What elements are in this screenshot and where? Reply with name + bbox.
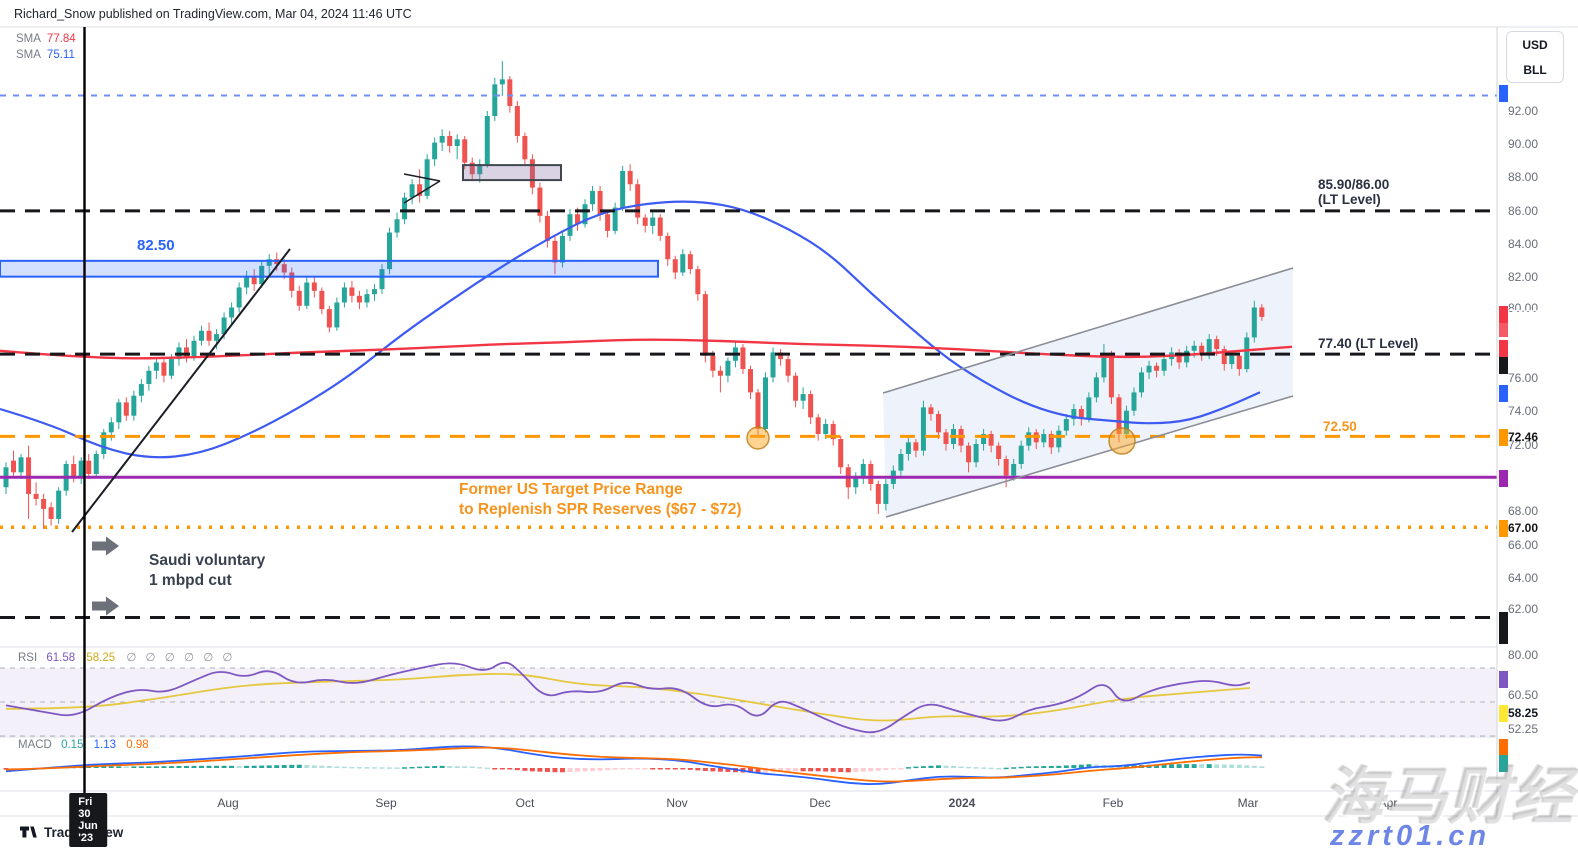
- price-axis-label: 74.00: [1508, 404, 1539, 418]
- price-axis-label: 86.00: [1508, 204, 1539, 218]
- annotation-saudi-line2: 1 mbpd cut: [149, 571, 232, 589]
- rsi-indicator-legend: RSI 61.58 58.25 ∅ ∅ ∅ ∅ ∅ ∅: [18, 650, 235, 664]
- time-axis-label-oct: Oct: [515, 796, 535, 810]
- annotation-lt-level-774: 77.40 (LT Level): [1318, 336, 1419, 351]
- price-axis-label: 66.00: [1508, 538, 1539, 552]
- annotation-lt-level-86-line2: (LT Level): [1318, 191, 1381, 207]
- axis-badge-value-77.84: 77.84: [1499, 339, 1538, 357]
- time-axis-label-aug: Aug: [217, 796, 239, 810]
- price-axis-label: 68.00: [1508, 504, 1539, 518]
- sma-slow-label: SMA: [16, 33, 41, 45]
- price-axis-label: 62.00: [1508, 602, 1539, 616]
- axis-badge-value-58.25: 58.25: [1499, 704, 1538, 722]
- axis-badge-value-72.46: 72.46: [1499, 428, 1538, 446]
- highlight-circle-1: [1108, 427, 1136, 455]
- annotation-spr-line1: Former US Target Price Range: [459, 481, 683, 498]
- axis-badge-value-61.58: 61.58: [1499, 611, 1538, 629]
- macd-hist-value: 0.15: [61, 739, 84, 751]
- time-axis-label-2024: 2024: [948, 796, 976, 810]
- channel-lower-line: [885, 395, 1294, 518]
- annotation-zone-8250: 82.50: [137, 237, 175, 254]
- time-axis-label-mar: Mar: [1237, 796, 1259, 810]
- macd-indicator-legend: MACD 0.15 1.13 0.98: [18, 739, 149, 751]
- price-axis-label: 88.00: [1508, 170, 1539, 184]
- unit-button[interactable]: BLL: [1523, 62, 1547, 77]
- axis-badge-value-67.00: 67.00: [1499, 519, 1538, 537]
- annotation-lt-level-86-line1: 85.90/86.00: [1318, 177, 1390, 192]
- price-axis-label: 76.00: [1508, 371, 1539, 385]
- ascending-channel-fill: [883, 268, 1293, 517]
- axis-value-52.25: 52.25: [1508, 722, 1539, 736]
- event-arrow-icon-1: [92, 596, 119, 616]
- sma-fast-label: SMA: [16, 49, 41, 61]
- annotation-lt-level-86: 85.90/86.00 (LT Level): [1318, 177, 1390, 207]
- annotation-level-7250: 72.50: [1323, 419, 1357, 434]
- axis-badge-value-92.93: 92.93: [1499, 84, 1538, 102]
- axis-badge-value-70.00: 70.00: [1499, 469, 1538, 487]
- price-axis-label: 84.00: [1508, 237, 1539, 251]
- price-axis-label: 80.00: [1508, 301, 1539, 315]
- time-axis-label-sep: Sep: [375, 796, 397, 810]
- zone-rect-0: [0, 259, 659, 278]
- axis-unit-toggle: USD BLL: [1506, 31, 1564, 83]
- axis-badge-value-0.98: 0.98: [1499, 738, 1531, 756]
- event-arrow-icon-0: [92, 536, 119, 556]
- zone-rect-1: [462, 164, 562, 182]
- axis-badge-value-0.15: 0.15: [1499, 754, 1531, 772]
- countdown-timer: 10:23:29: [1499, 323, 1549, 337]
- price-axis-label: 72.00: [1508, 438, 1539, 452]
- rsi-name: RSI: [18, 652, 38, 664]
- tradingview-logo-icon: [20, 826, 37, 838]
- annotation-saudi-line1: Saudi voluntary: [149, 552, 266, 569]
- time-axis-label-dec: Dec: [809, 796, 831, 810]
- rsi-value: 61.58: [46, 652, 76, 664]
- macd-signal-value: 0.98: [126, 739, 149, 751]
- sma-legend-slow: SMA 77.84: [16, 33, 76, 45]
- annotation-spr-range: Former US Target Price Range to Replenis…: [459, 480, 742, 520]
- sma-fast-line: [0, 200, 1261, 459]
- currency-button[interactable]: USD: [1522, 37, 1548, 52]
- price-axis-label: 90.00: [1508, 137, 1539, 151]
- trendline-1: [403, 173, 441, 182]
- price-axis-label: 64.00: [1508, 571, 1539, 585]
- channel-upper-line: [882, 267, 1294, 394]
- axis-badge-value-77.40: 77.40: [1499, 356, 1538, 374]
- trendline-0: [71, 248, 291, 533]
- macd-name: MACD: [18, 739, 52, 751]
- macd-signal-line: [5, 746, 1263, 783]
- sma-fast-value: 75.11: [46, 49, 75, 61]
- rsi-ma-value: 58.25: [86, 652, 116, 664]
- rsi-empty-slots: ∅ ∅ ∅ ∅ ∅ ∅: [126, 652, 236, 664]
- published-attribution: Richard_Snow published on TradingView.co…: [14, 7, 412, 21]
- annotation-saudi-cut: Saudi voluntary 1 mbpd cut: [149, 551, 265, 590]
- price-axis-label: 80.00: [1508, 648, 1539, 662]
- sma-legend-fast: SMA 75.11: [16, 49, 75, 61]
- highlight-circle-0: [746, 426, 770, 450]
- price-axis-label: 92.00: [1508, 104, 1539, 118]
- axis-badge-value-75.11: 75.11: [1499, 384, 1537, 402]
- macd-line: [5, 745, 1263, 785]
- date-marker-label: Fri 30 Jun '23: [69, 793, 107, 847]
- time-axis-label-nov: Nov: [666, 796, 688, 810]
- axis-badge-value-61.56: 61.56: [1499, 626, 1538, 644]
- time-axis-label-feb: Feb: [1102, 796, 1124, 810]
- sma-slow-value: 77.84: [46, 33, 76, 45]
- axis-value-60.50: 60.50: [1508, 688, 1539, 702]
- axis-badge-value-61.58: 61.58: [1499, 670, 1538, 688]
- axis-badge-value-79.63: 79.63 10:23:29: [1499, 306, 1549, 337]
- price-axis-label: 82.00: [1508, 270, 1539, 284]
- macd-line-value: 1.13: [93, 739, 117, 751]
- time-axis-label-apr: Apr: [1378, 796, 1398, 810]
- trendline-2: [403, 180, 441, 204]
- annotation-spr-line2: to Replenish SPR Reserves ($67 - $72): [459, 501, 742, 518]
- rsi-line: [5, 661, 1251, 734]
